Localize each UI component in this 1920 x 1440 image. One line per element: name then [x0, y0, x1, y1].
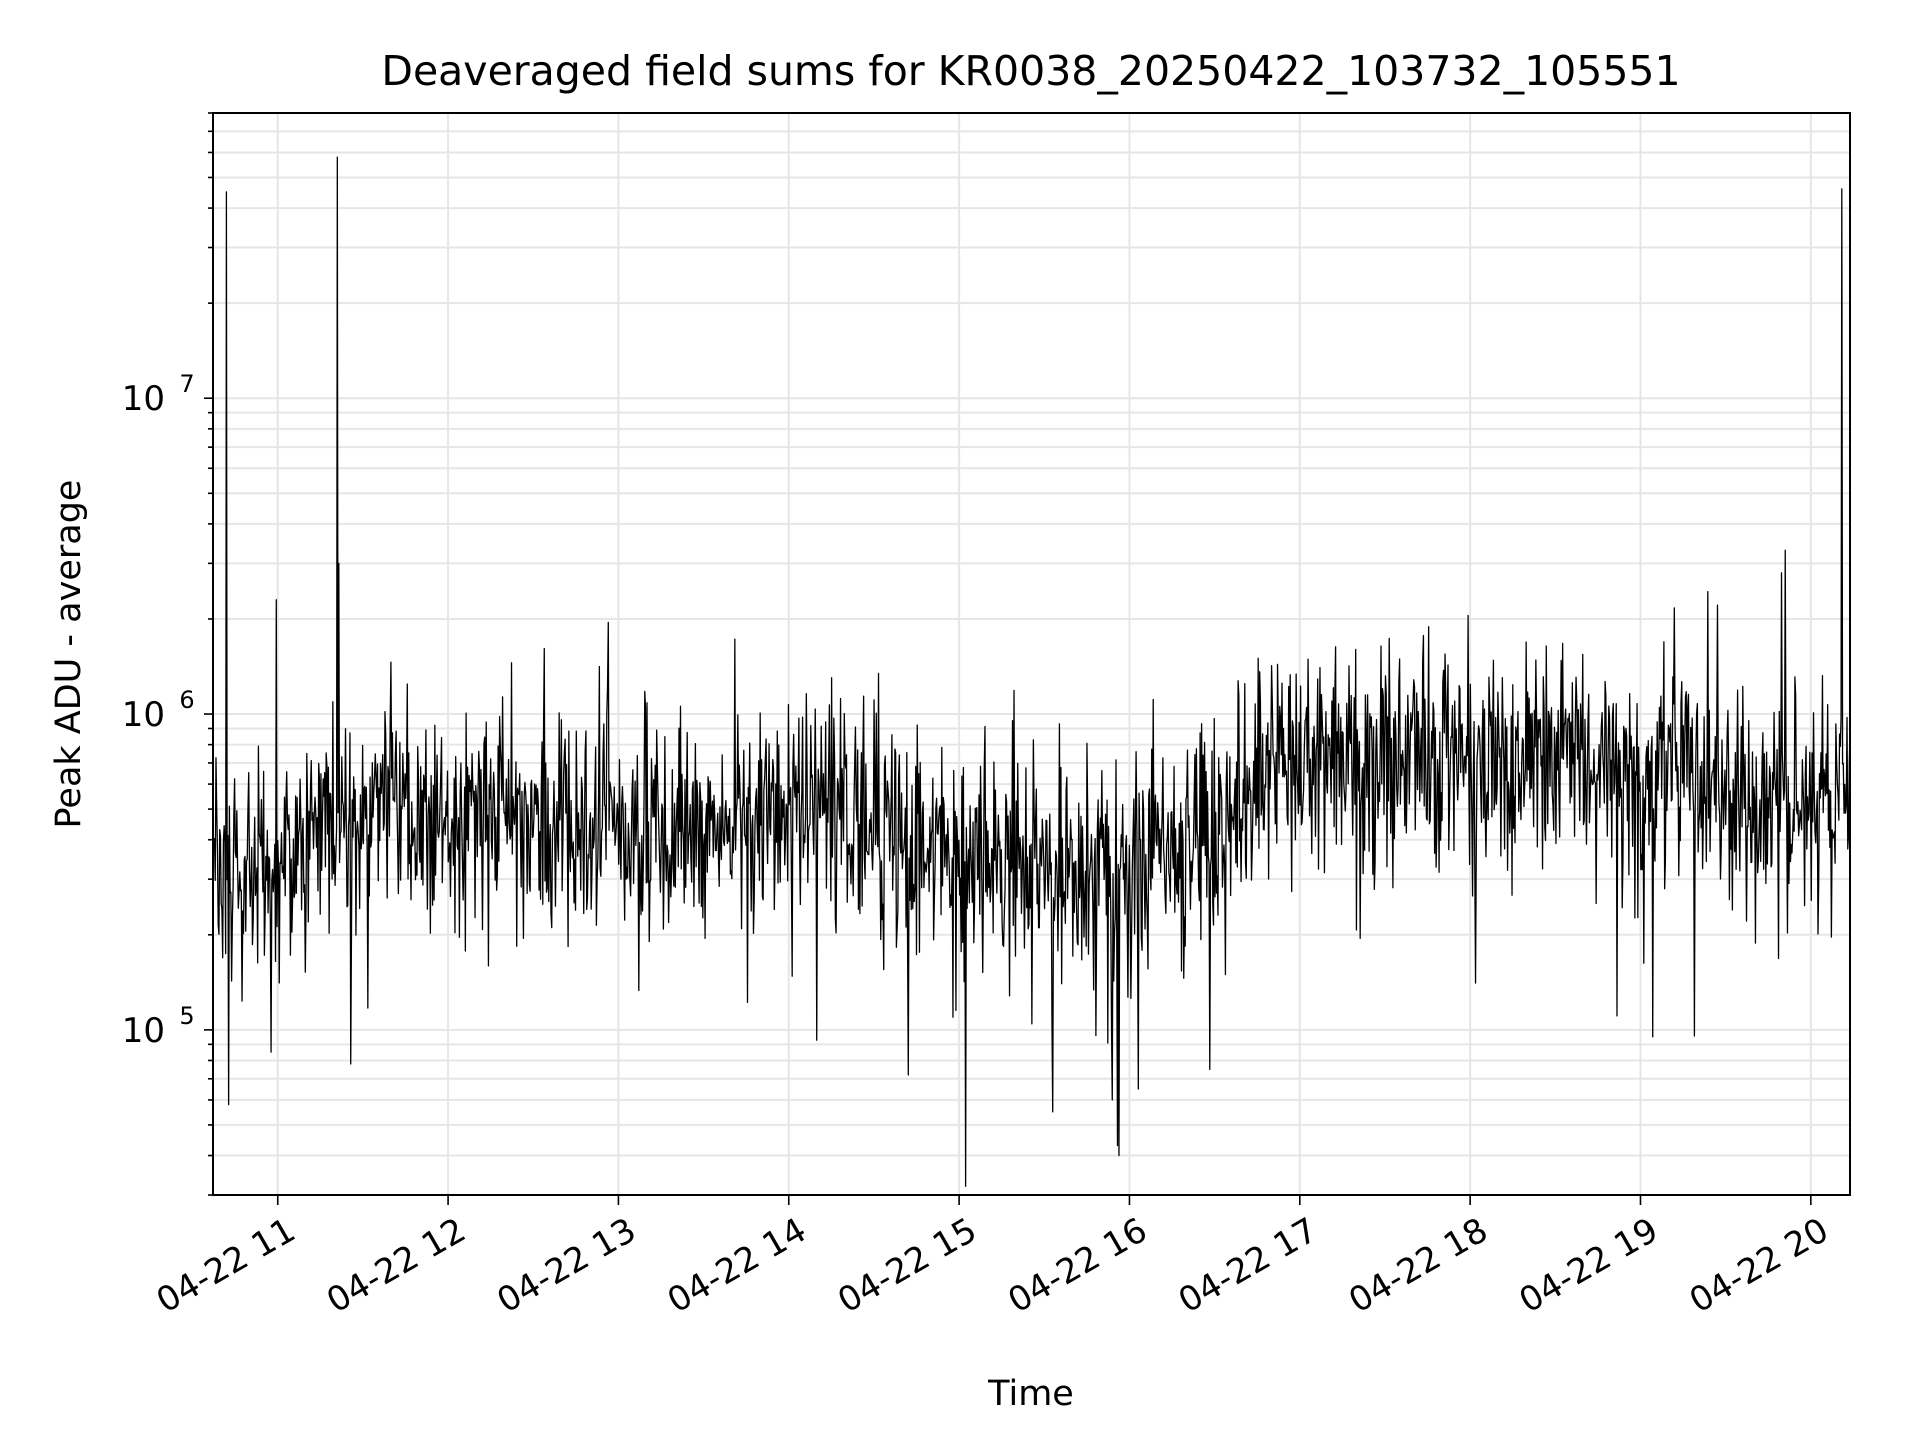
series-line [212, 156, 1851, 1187]
series-path [212, 156, 1851, 1187]
y-tick-base: 10 [122, 695, 165, 735]
y-tick-label: 10 [122, 695, 165, 735]
x-axis-label: Time [987, 1374, 1074, 1414]
y-tick-label: 10 [122, 1011, 165, 1051]
chart-title: Deaveraged field sums for KR0038_2025042… [381, 47, 1680, 95]
y-tick-exponent: 5 [179, 1002, 194, 1030]
y-tick-base: 10 [122, 379, 165, 419]
plot-area [213, 113, 1850, 1195]
y-tick-exponent: 7 [179, 370, 194, 398]
y-axis-label: Peak ADU - average [49, 480, 89, 829]
y-tick-base: 10 [122, 1011, 165, 1051]
y-tick-label: 10 [122, 379, 165, 419]
plot-frame [212, 112, 1851, 1196]
y-tick-exponent: 6 [179, 686, 194, 714]
